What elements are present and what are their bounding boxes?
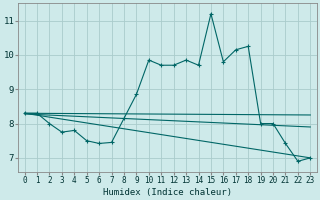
- X-axis label: Humidex (Indice chaleur): Humidex (Indice chaleur): [103, 188, 232, 197]
